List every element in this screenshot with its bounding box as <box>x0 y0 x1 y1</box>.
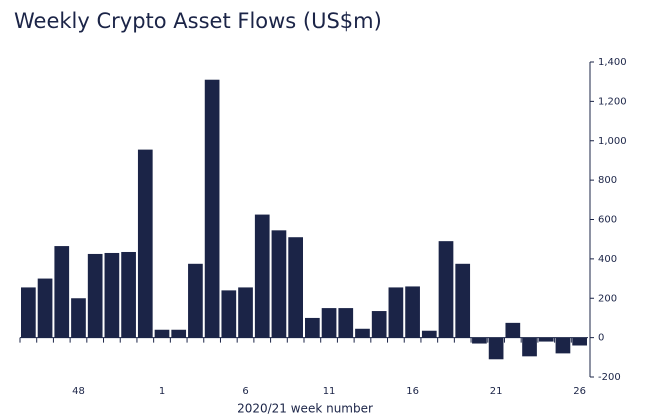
x-tick-label: 26 <box>573 386 586 397</box>
y-tick-label: 600 <box>598 215 617 226</box>
bar <box>288 237 303 338</box>
y-tick-label: 400 <box>598 254 617 265</box>
bar <box>37 278 53 338</box>
x-axis-title: 2020/21 week number <box>237 402 373 416</box>
bar <box>572 337 587 346</box>
x-tick-label: 11 <box>323 386 336 397</box>
bar <box>338 308 354 338</box>
bar <box>455 263 471 338</box>
bar <box>538 337 554 342</box>
bar <box>388 287 404 338</box>
y-tick-label: -200 <box>598 372 621 383</box>
bar <box>54 246 70 338</box>
y-tick-label: 1,400 <box>598 57 627 68</box>
y-tick-label: 200 <box>598 293 617 304</box>
bar <box>438 241 454 338</box>
bar <box>238 287 253 338</box>
bar <box>405 286 420 338</box>
y-tick-label: 1,200 <box>598 96 627 107</box>
bar <box>321 308 337 338</box>
x-tick-label: 21 <box>490 386 503 397</box>
bar <box>87 253 103 338</box>
bar <box>271 230 287 338</box>
y-tick-label: 0 <box>598 333 604 344</box>
x-tick-label: 1 <box>159 386 165 397</box>
bar <box>371 311 387 338</box>
y-tick-label: 800 <box>598 175 617 186</box>
bar <box>522 337 537 357</box>
bar <box>121 251 136 338</box>
x-tick-label: 48 <box>72 386 85 397</box>
bar <box>505 322 521 338</box>
x-tick-label: 6 <box>242 386 248 397</box>
bar <box>221 290 237 338</box>
bar <box>254 214 270 338</box>
bar <box>188 263 203 338</box>
bar <box>104 252 120 338</box>
x-tick-label: 16 <box>406 386 419 397</box>
bar <box>555 337 571 354</box>
chart-title: Weekly Crypto Asset Flows (US$m) <box>14 9 382 33</box>
bar <box>154 329 170 338</box>
bar <box>355 328 370 338</box>
bar <box>204 79 220 338</box>
bar <box>171 329 187 338</box>
bar <box>137 149 153 338</box>
bar <box>421 330 437 338</box>
bar <box>488 337 504 360</box>
bar <box>305 317 320 338</box>
y-tick-label: 1,000 <box>598 136 627 147</box>
bar <box>472 337 487 344</box>
bar <box>21 287 36 338</box>
bar <box>71 298 86 338</box>
